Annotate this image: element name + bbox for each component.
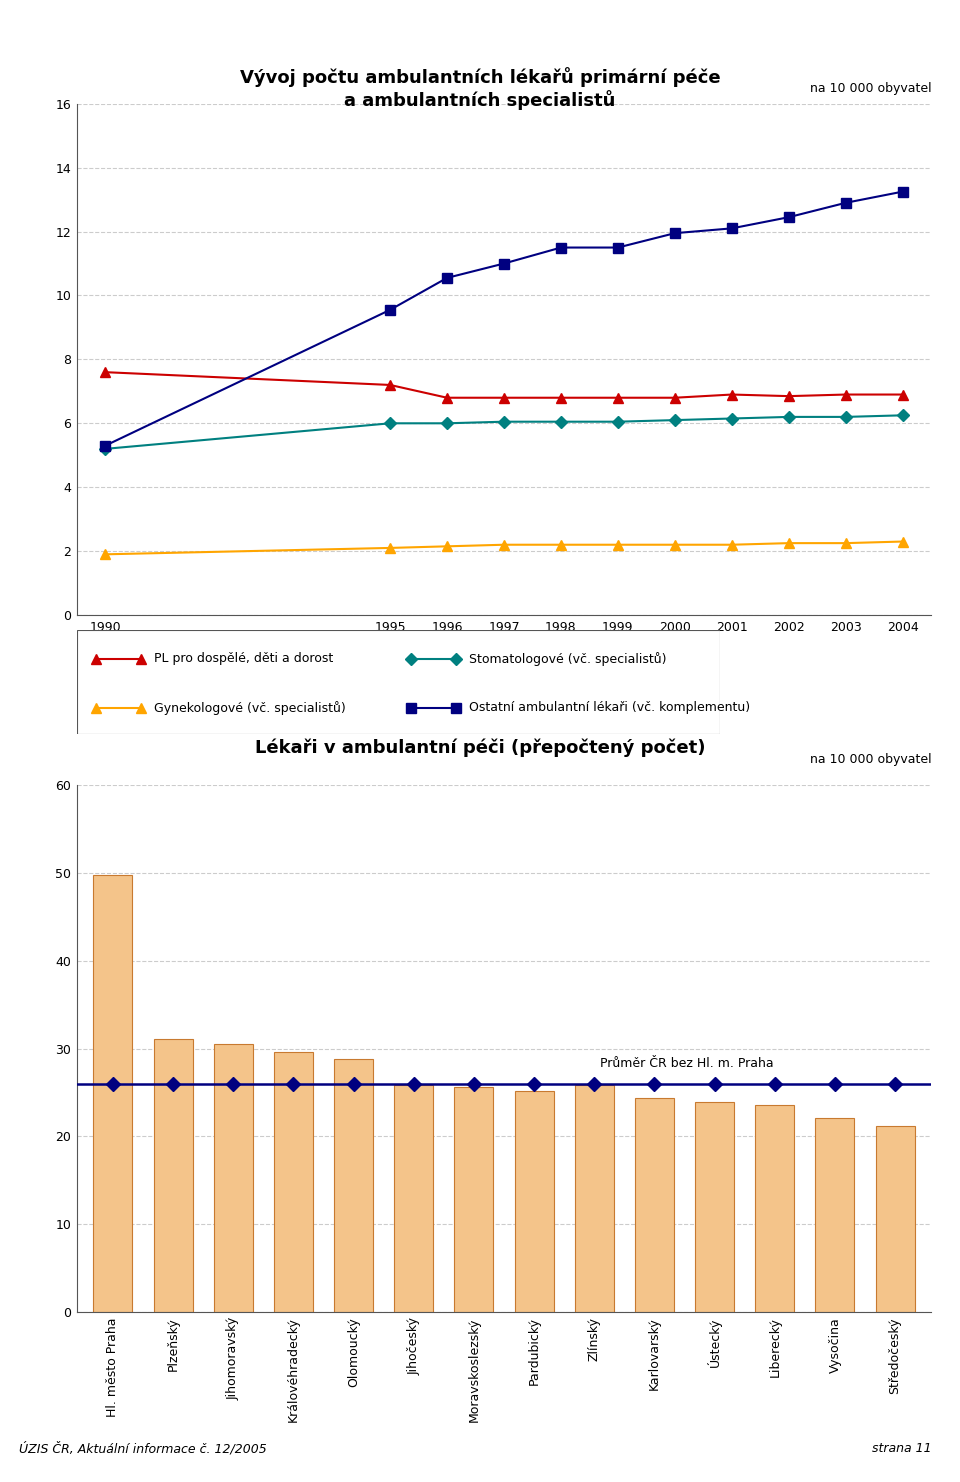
Bar (454, 1088, 493, 1312)
Text: Ostatní ambulantní lékaři (vč. komplementu): Ostatní ambulantní lékaři (vč. komplemen… (469, 701, 751, 714)
Bar (756, 1104, 794, 1312)
Text: Lékaři v ambulantní péči (přepočtený počet): Lékaři v ambulantní péči (přepočtený poč… (254, 738, 706, 756)
Bar (154, 1039, 193, 1312)
Bar (274, 1052, 313, 1312)
Text: Vývoj počtu ambulantních lékařů primární péče
a ambulantních specialistů: Vývoj počtu ambulantních lékařů primární… (240, 67, 720, 110)
Text: Průměr ČR bez Hl. m. Praha: Průměr ČR bez Hl. m. Praha (600, 1058, 774, 1070)
Text: Stomatologové (vč. specialistů): Stomatologové (vč. specialistů) (469, 652, 666, 665)
Bar (334, 1060, 373, 1312)
Bar (635, 1098, 674, 1312)
Text: PL pro dospělé, děti a dorost: PL pro dospělé, děti a dorost (154, 652, 333, 665)
Text: strana 11: strana 11 (872, 1442, 931, 1455)
Bar (695, 1103, 734, 1312)
Bar (214, 1045, 252, 1312)
Text: na 10 000 obyvatel: na 10 000 obyvatel (809, 82, 931, 95)
Bar (395, 1085, 433, 1312)
Text: na 10 000 obyvatel: na 10 000 obyvatel (809, 753, 931, 766)
Text: ÚZIS ČR, Aktuální informace č. 12/2005: ÚZIS ČR, Aktuální informace č. 12/2005 (19, 1442, 267, 1455)
Text: Gynekologové (vč. specialistů): Gynekologové (vč. specialistů) (154, 701, 346, 714)
Bar (815, 1117, 854, 1312)
Bar (575, 1085, 613, 1312)
Bar (515, 1091, 554, 1312)
Bar (876, 1126, 915, 1312)
Bar (93, 874, 132, 1312)
